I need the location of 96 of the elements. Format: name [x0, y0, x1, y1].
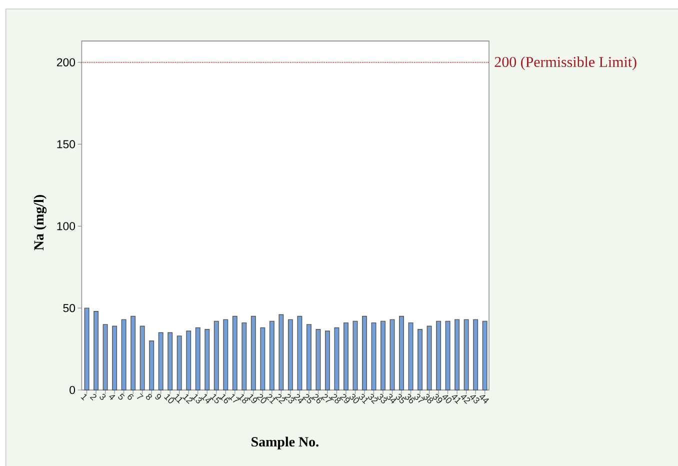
- bar: [344, 322, 348, 390]
- x-tick-label: 19: [247, 394, 258, 404]
- bar: [149, 340, 154, 390]
- bar: [352, 320, 358, 390]
- x-tick-label: 30: [350, 394, 360, 404]
- x-tick-label: 12: [182, 394, 192, 404]
- bar: [94, 311, 99, 390]
- bar: [140, 326, 145, 390]
- x-tick-label: 17: [228, 394, 240, 402]
- bar: [102, 324, 108, 390]
- x-tick-label: 32: [368, 394, 378, 404]
- bar: [288, 319, 293, 390]
- x-tick-label: 43: [470, 395, 480, 404]
- bar: [408, 322, 414, 390]
- bar: [454, 319, 460, 390]
- bar: [214, 320, 219, 390]
- x-tick-label: 7: [136, 393, 144, 399]
- bar: [380, 320, 386, 390]
- x-tick-label: 37: [414, 394, 425, 403]
- x-tick-label: 2: [90, 394, 96, 400]
- x-tick-label: 28: [330, 394, 341, 404]
- x-tick-label: 18: [238, 394, 248, 404]
- x-tick-label: 22: [274, 394, 286, 404]
- x-tick-label: 15: [210, 394, 221, 404]
- bar: [232, 316, 238, 390]
- bar: [418, 329, 423, 390]
- bar: [260, 327, 266, 390]
- x-tick-label: 20: [256, 394, 266, 404]
- x-tick-label: 38: [424, 394, 434, 404]
- bar: [371, 322, 376, 390]
- x-tick-label: 36: [405, 394, 415, 404]
- x-tick-label: 21: [266, 394, 276, 404]
- y-tick-label: 150: [57, 140, 76, 148]
- x-tick-label: 11: [173, 394, 182, 404]
- bar: [176, 336, 182, 390]
- bar: [84, 308, 90, 390]
- x-tick-label: 5: [118, 393, 125, 400]
- bar: [473, 319, 478, 390]
- bar: [426, 326, 432, 390]
- bar: [297, 316, 302, 390]
- x-tick-label: 16: [220, 394, 230, 404]
- y-axis-title: Na (mg/l): [34, 195, 47, 250]
- bar: [121, 319, 126, 390]
- ref-line-label: 200 (Permissible Limit): [494, 56, 636, 70]
- x-tick-label: 8: [146, 394, 152, 400]
- x-tick-label: 3: [100, 394, 106, 400]
- y-tick-label: 0: [70, 386, 76, 394]
- bar: [130, 316, 136, 390]
- x-tick-label: 6: [128, 394, 134, 400]
- bar: [223, 319, 228, 390]
- x-tick-label: 34: [386, 394, 396, 404]
- y-tick-label: 100: [57, 222, 76, 230]
- x-tick-label: 29: [340, 394, 350, 404]
- bar: [269, 320, 274, 390]
- bar: [399, 316, 404, 390]
- x-tick-label: 10: [164, 394, 174, 404]
- x-tick-label: 24: [293, 394, 304, 404]
- bar: [306, 324, 312, 390]
- x-axis-title: Sample No.: [252, 436, 318, 450]
- bar: [204, 329, 210, 390]
- bar: [158, 332, 164, 390]
- bar: [112, 326, 118, 390]
- x-tick-label: 9: [155, 394, 162, 400]
- bar: [445, 320, 450, 390]
- bar: [316, 329, 321, 390]
- bar: [168, 332, 173, 390]
- x-tick-label: 14: [201, 394, 212, 404]
- bar: [362, 316, 367, 390]
- x-tick-label: 35: [396, 394, 406, 404]
- x-tick-label: 39: [432, 394, 442, 404]
- bar: [436, 320, 442, 390]
- x-tick-label: 33: [377, 394, 387, 404]
- bar: [250, 316, 256, 390]
- bar: [242, 322, 247, 390]
- x-tick-label: 4: [109, 395, 116, 400]
- x-tick-label: 27: [321, 394, 332, 403]
- x-tick-label: 1: [80, 394, 87, 400]
- x-tick-label: 25: [302, 394, 314, 404]
- x-tick-label: 41: [452, 395, 461, 404]
- x-tick-label: 31: [358, 394, 368, 404]
- x-tick-label: 40: [442, 395, 452, 404]
- bar: [334, 327, 340, 390]
- bar: [390, 319, 395, 390]
- bar: [186, 330, 192, 390]
- y-tick-label: 50: [63, 304, 76, 312]
- x-tick-label: 26: [312, 394, 322, 404]
- x-tick-label: 42: [460, 395, 470, 404]
- bar: [195, 327, 200, 390]
- bar: [278, 314, 284, 390]
- bar: [482, 320, 488, 390]
- x-tick-label: 44: [479, 395, 489, 404]
- x-tick-label: 23: [284, 394, 294, 404]
- bar: [324, 330, 330, 390]
- bar: [464, 319, 469, 390]
- x-tick-label: 13: [192, 394, 202, 404]
- y-tick-label: 200: [56, 58, 76, 66]
